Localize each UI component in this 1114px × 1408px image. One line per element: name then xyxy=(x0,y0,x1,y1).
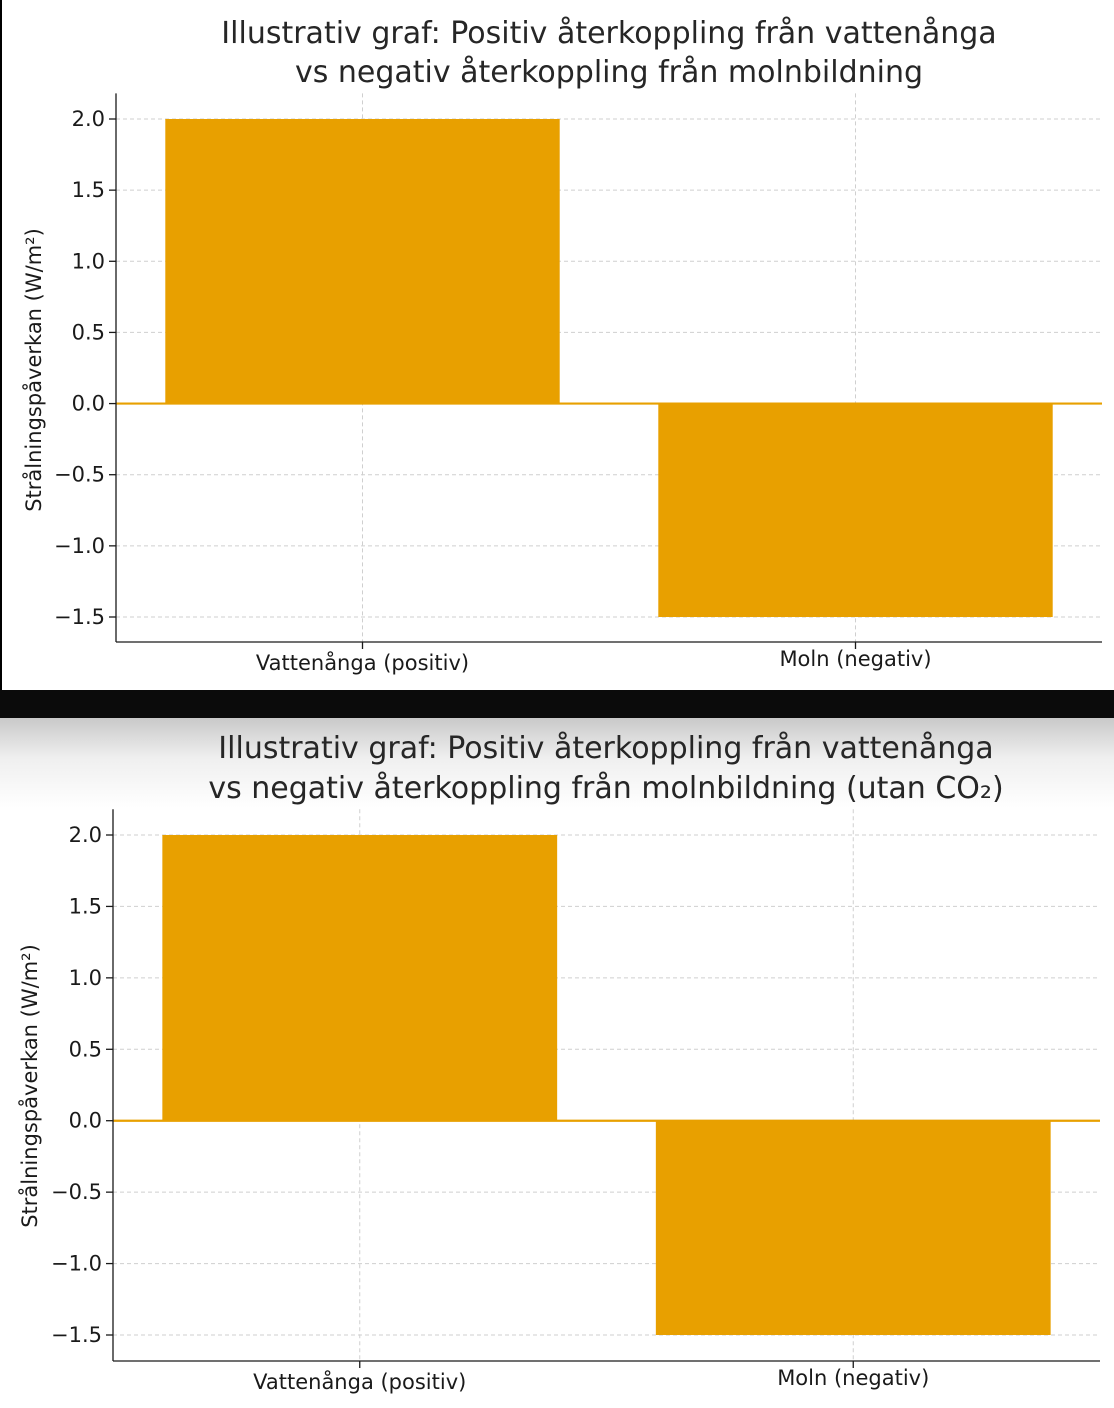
y-tick-label: 0.5 xyxy=(72,320,105,344)
y-tick-label: −1.0 xyxy=(51,1252,102,1276)
y-tick-label: 2.0 xyxy=(69,823,102,847)
screenshot-separator xyxy=(0,690,1114,718)
y-tick-label: −0.5 xyxy=(54,463,105,487)
y-tick-label: −1.5 xyxy=(54,605,105,629)
y-tick-label: −1.0 xyxy=(54,534,105,558)
chart-panel-top: Illustrativ graf: Positiv återkoppling f… xyxy=(0,0,1114,690)
x-tick-label: Moln (negativ) xyxy=(777,1366,929,1390)
y-tick-label: 2.0 xyxy=(72,107,105,131)
chart-title-line-2: vs negativ återkoppling från molnbildnin… xyxy=(208,771,1003,806)
y-tick-label: 1.5 xyxy=(69,894,102,918)
bar-chart-top: Illustrativ graf: Positiv återkoppling f… xyxy=(21,16,1102,675)
chart-panel-bottom: Illustrativ graf: Positiv återkoppling f… xyxy=(0,718,1114,1408)
y-tick-label: 1.5 xyxy=(72,178,105,202)
bar-chart-bottom: Illustrativ graf: Positiv återkoppling f… xyxy=(17,731,1100,1394)
x-tick-label: Vattenånga (positiv) xyxy=(256,650,469,675)
y-tick-label: 0.0 xyxy=(72,392,105,416)
bar-moln xyxy=(658,403,1053,617)
chart-title-line-2: vs negativ återkoppling från molnbildnin… xyxy=(295,55,923,90)
y-axis-label: Strålningspåverkan (W/m²) xyxy=(17,944,42,1228)
y-tick-label: 0.0 xyxy=(69,1109,102,1133)
y-tick-label: −1.5 xyxy=(51,1323,102,1347)
y-tick-label: 0.5 xyxy=(69,1037,102,1061)
y-axis-label: Strålningspåverkan (W/m²) xyxy=(21,228,46,512)
bar-vattenanga xyxy=(165,119,560,404)
y-tick-label: −0.5 xyxy=(51,1180,102,1204)
y-tick-label: 1.0 xyxy=(69,966,102,990)
chart-title-line-1: Illustrativ graf: Positiv återkoppling f… xyxy=(218,731,993,766)
x-tick-label: Vattenånga (positiv) xyxy=(253,1369,466,1394)
bar-vattenanga xyxy=(162,835,558,1121)
chart-title-line-1: Illustrativ graf: Positiv återkoppling f… xyxy=(221,16,996,51)
x-tick-label: Moln (negativ) xyxy=(779,647,931,671)
bar-moln xyxy=(655,1120,1051,1335)
y-tick-label: 1.0 xyxy=(72,249,105,273)
